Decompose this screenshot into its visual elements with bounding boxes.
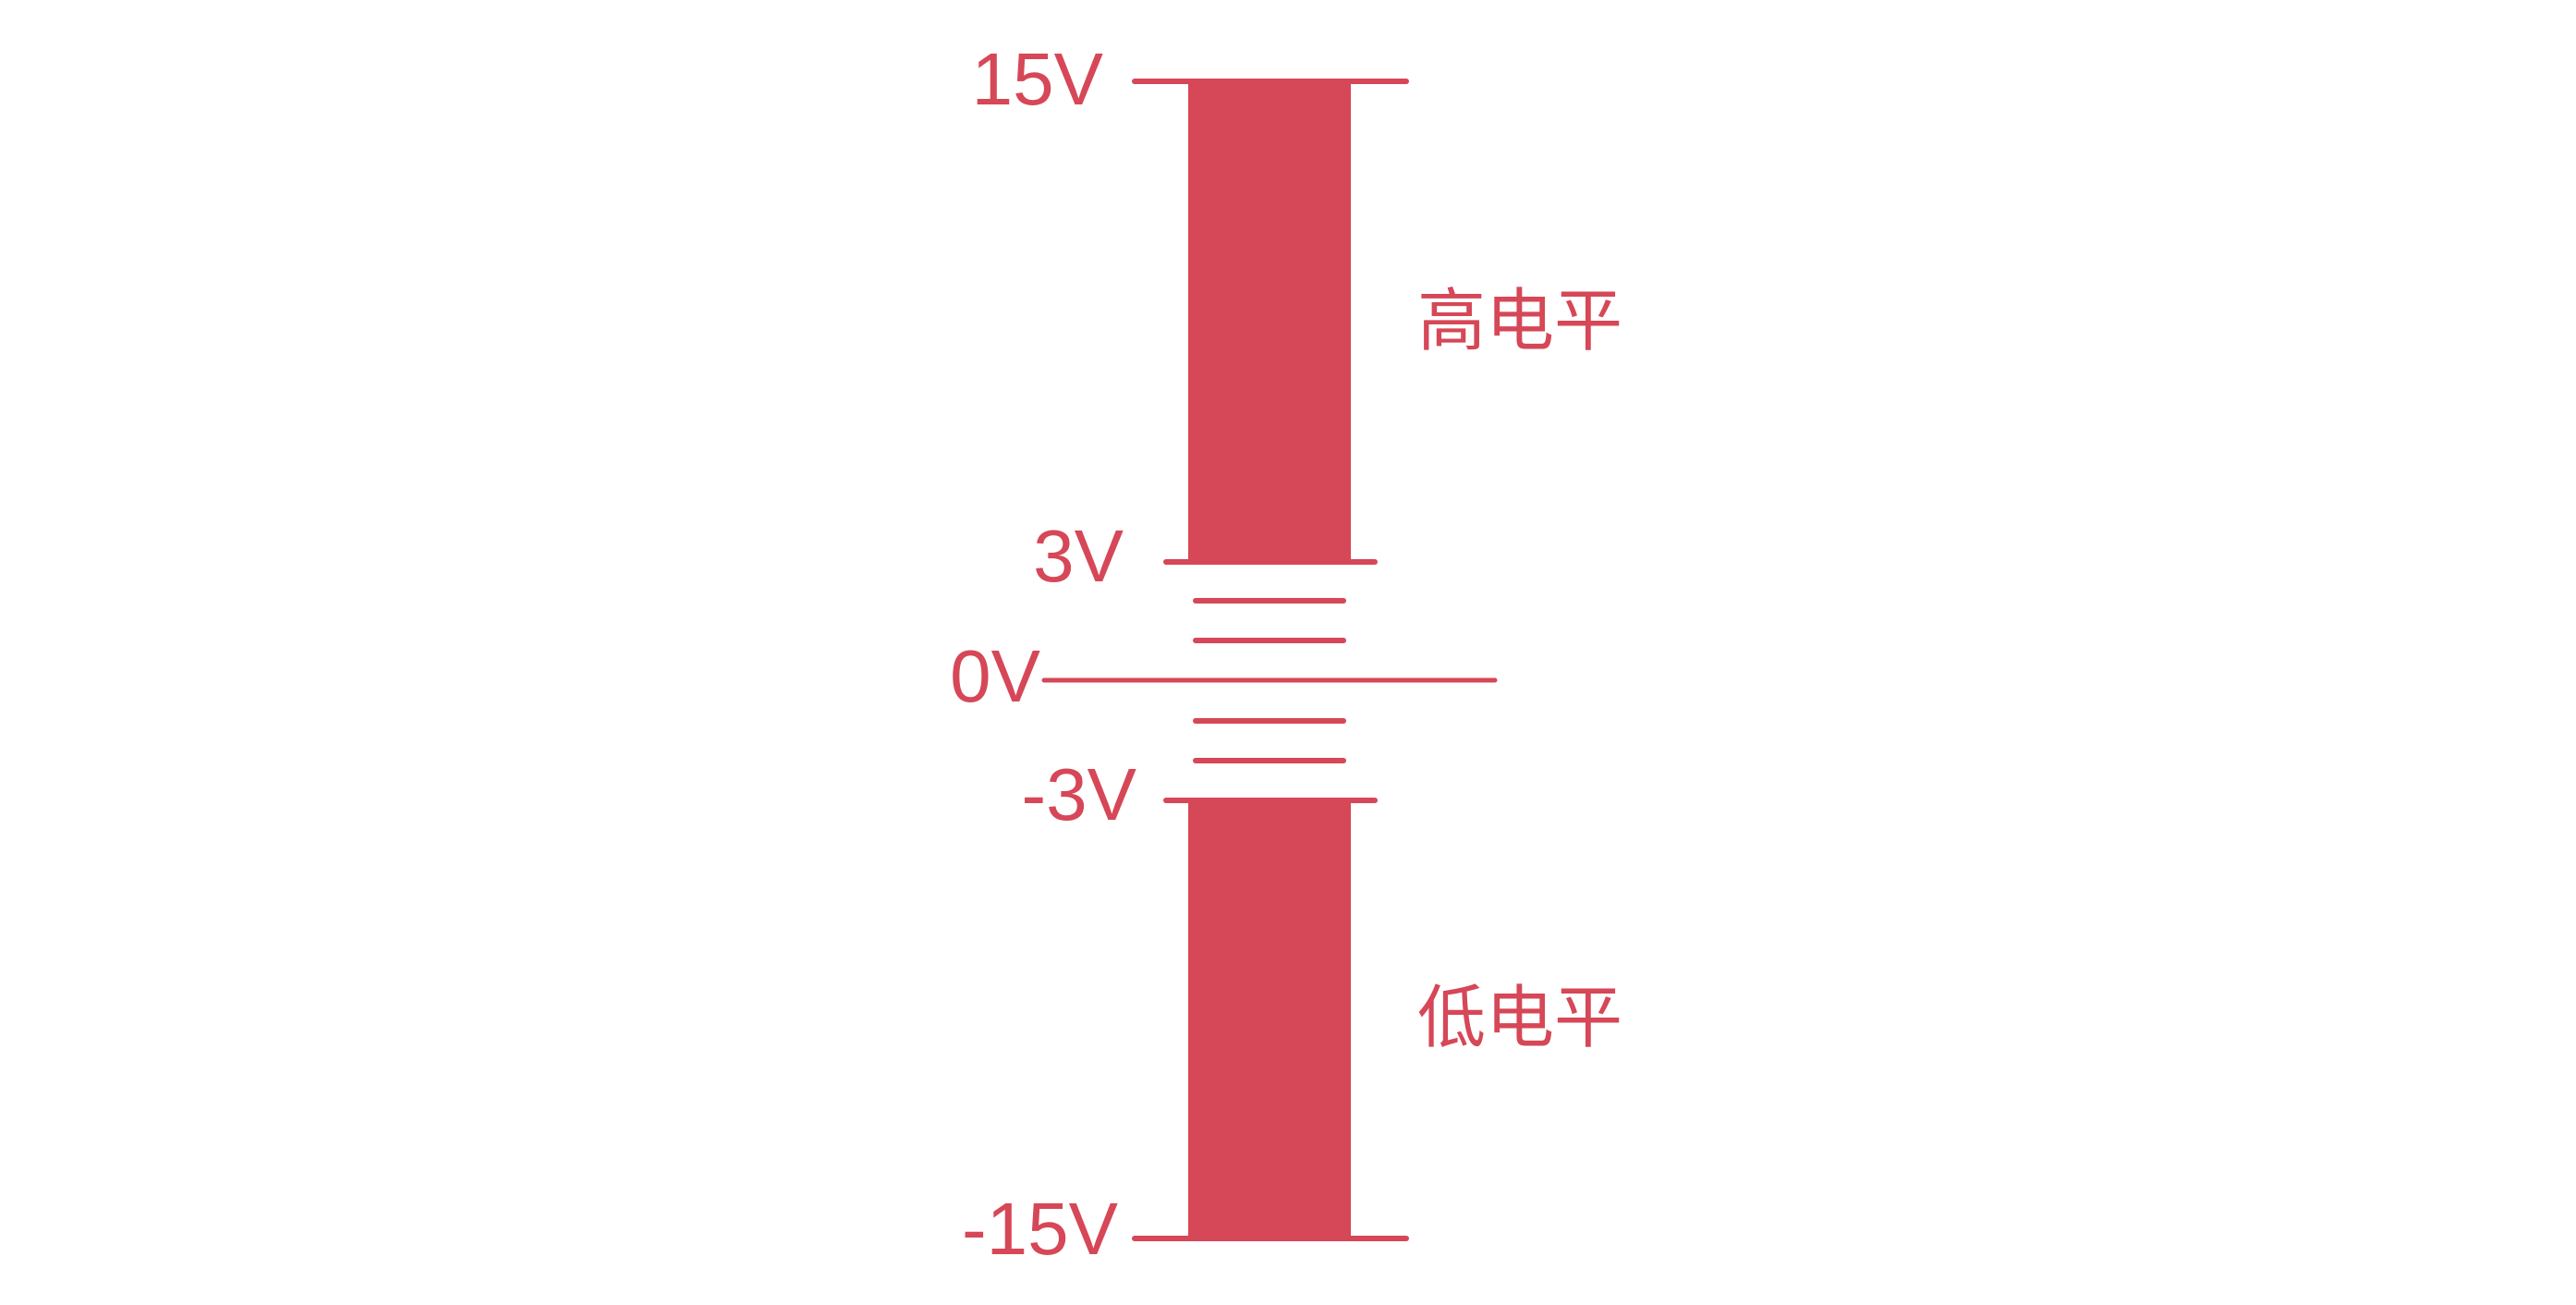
label-3v: 3V bbox=[1033, 515, 1124, 597]
label-15v: 15V bbox=[972, 38, 1104, 120]
high-level-label: 高电平 bbox=[1417, 282, 1622, 361]
low-level-label: 低电平 bbox=[1417, 979, 1622, 1058]
label-neg15v: -15V bbox=[962, 1188, 1119, 1270]
low-level-bar bbox=[1188, 800, 1351, 1238]
label-neg3v: -3V bbox=[1022, 753, 1137, 835]
high-level-bar bbox=[1188, 79, 1351, 564]
label-0v: 0V bbox=[950, 635, 1040, 717]
